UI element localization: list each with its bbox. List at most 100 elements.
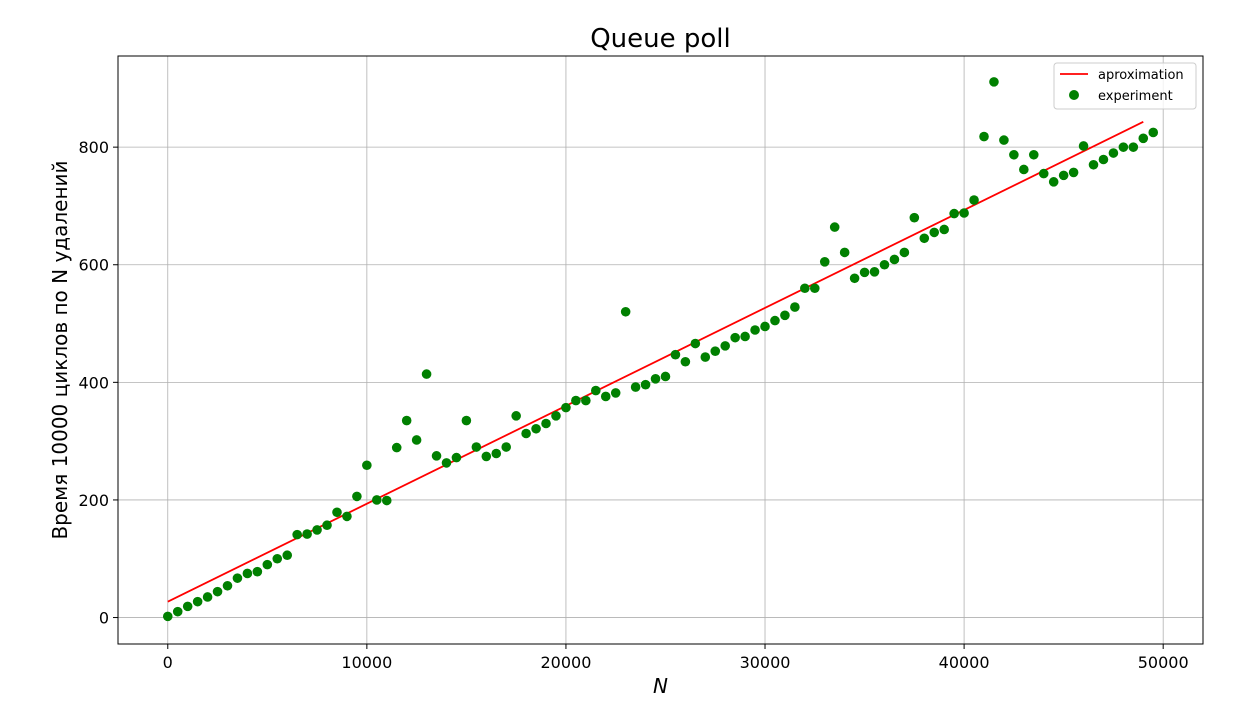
experiment-point bbox=[849, 273, 860, 284]
experiment-point bbox=[790, 302, 800, 312]
experiment-point bbox=[421, 369, 432, 379]
experiment-point bbox=[979, 131, 989, 142]
experiment-point bbox=[839, 247, 850, 258]
experiment-point bbox=[1138, 133, 1149, 144]
experiment-point bbox=[710, 346, 721, 356]
experiment-point bbox=[909, 212, 920, 223]
legend-marker-swatch bbox=[1069, 90, 1079, 100]
experiment-point bbox=[212, 586, 223, 597]
experiment-point bbox=[282, 550, 293, 561]
experiment-point bbox=[401, 415, 412, 426]
experiment-point bbox=[342, 511, 352, 522]
experiment-point bbox=[521, 428, 531, 439]
legend: aproximation experiment bbox=[1053, 62, 1197, 110]
experiment-point bbox=[780, 310, 790, 321]
experiment-point bbox=[959, 208, 969, 218]
experiment-point bbox=[322, 520, 332, 531]
experiment-point bbox=[680, 356, 691, 367]
approximation-line bbox=[167, 121, 1144, 603]
experiment-point bbox=[620, 306, 631, 317]
experiment-point bbox=[770, 315, 780, 326]
y-tick-label: 800 bbox=[78, 138, 109, 157]
experiment-point bbox=[660, 371, 671, 382]
y-tick-label: 0 bbox=[99, 609, 109, 628]
experiment-point bbox=[441, 458, 452, 468]
y-axis-title: Время 10000 циклов по N удалений bbox=[48, 160, 72, 539]
experiment-point bbox=[561, 402, 571, 413]
experiment-point bbox=[859, 267, 870, 278]
experiment-point bbox=[750, 325, 760, 335]
experiment-point bbox=[610, 388, 621, 398]
experiment-point bbox=[202, 592, 213, 602]
y-tick-label: 600 bbox=[78, 256, 109, 275]
experiment-point bbox=[999, 135, 1009, 145]
experiment-point bbox=[939, 224, 949, 235]
experiment-point bbox=[949, 208, 959, 219]
experiment-point bbox=[829, 222, 840, 232]
experiment-point bbox=[362, 460, 372, 471]
x-axis-title: N bbox=[653, 674, 668, 698]
experiment-point bbox=[292, 529, 302, 540]
experiment-point bbox=[431, 451, 442, 461]
experiment-point bbox=[481, 451, 492, 462]
experiment-point bbox=[491, 448, 502, 459]
experiment-point bbox=[1088, 159, 1099, 170]
experiment-point bbox=[172, 606, 183, 617]
experiment-point bbox=[1058, 170, 1069, 181]
experiment-point bbox=[670, 349, 681, 360]
experiment-point bbox=[551, 411, 561, 421]
experiment-point bbox=[302, 529, 312, 539]
legend-label-experiment: experiment bbox=[1098, 89, 1173, 104]
experiment-point bbox=[461, 415, 472, 426]
experiment-point bbox=[640, 379, 651, 390]
experiment-point bbox=[1108, 148, 1119, 158]
experiment-point bbox=[262, 559, 273, 570]
experiment-point bbox=[581, 395, 591, 406]
legend-label-aproximation: aproximation bbox=[1098, 68, 1184, 83]
x-tick-label: 20000 bbox=[540, 653, 591, 672]
experiment-point bbox=[1128, 142, 1139, 152]
experiment-point bbox=[630, 382, 641, 392]
experiment-point bbox=[919, 233, 930, 244]
x-tick-label: 30000 bbox=[740, 653, 791, 672]
experiment-point bbox=[1038, 168, 1049, 179]
experiment-point bbox=[929, 227, 940, 238]
experiment-point bbox=[222, 580, 233, 591]
experiment-point bbox=[1028, 149, 1039, 160]
experiment-point bbox=[391, 442, 402, 453]
experiment-point bbox=[242, 568, 253, 579]
experiment-point bbox=[252, 566, 263, 577]
experiment-point bbox=[1068, 167, 1079, 178]
experiment-point bbox=[809, 283, 820, 294]
experiment-point bbox=[690, 338, 701, 349]
experiment-point bbox=[1009, 149, 1019, 160]
experiment-point bbox=[162, 611, 173, 622]
experiment-point bbox=[182, 601, 193, 612]
series-layer bbox=[162, 77, 1159, 622]
experiment-point bbox=[879, 259, 890, 270]
experiment-point bbox=[232, 573, 243, 583]
x-tick-label: 0 bbox=[163, 653, 173, 672]
experiment-point bbox=[312, 525, 322, 535]
plot-frame bbox=[117, 55, 1204, 645]
experiment-point bbox=[1098, 154, 1109, 165]
experiment-point bbox=[869, 266, 880, 277]
experiment-point bbox=[1148, 127, 1159, 138]
experiment-point bbox=[800, 283, 810, 294]
experiment-point bbox=[272, 553, 283, 564]
y-tick-label: 200 bbox=[78, 491, 109, 510]
y-tick-label: 400 bbox=[78, 373, 109, 392]
experiment-point bbox=[740, 331, 750, 342]
experiment-point bbox=[192, 596, 203, 607]
experiment-point bbox=[411, 435, 422, 445]
experiment-point bbox=[1078, 141, 1089, 151]
x-tick-label: 50000 bbox=[1138, 653, 1189, 672]
experiment-point bbox=[700, 352, 711, 362]
experiment-point bbox=[531, 423, 541, 434]
experiment-point bbox=[451, 452, 462, 463]
experiment-point bbox=[571, 395, 581, 406]
experiment-point bbox=[501, 442, 512, 452]
x-tick-label: 40000 bbox=[939, 653, 990, 672]
